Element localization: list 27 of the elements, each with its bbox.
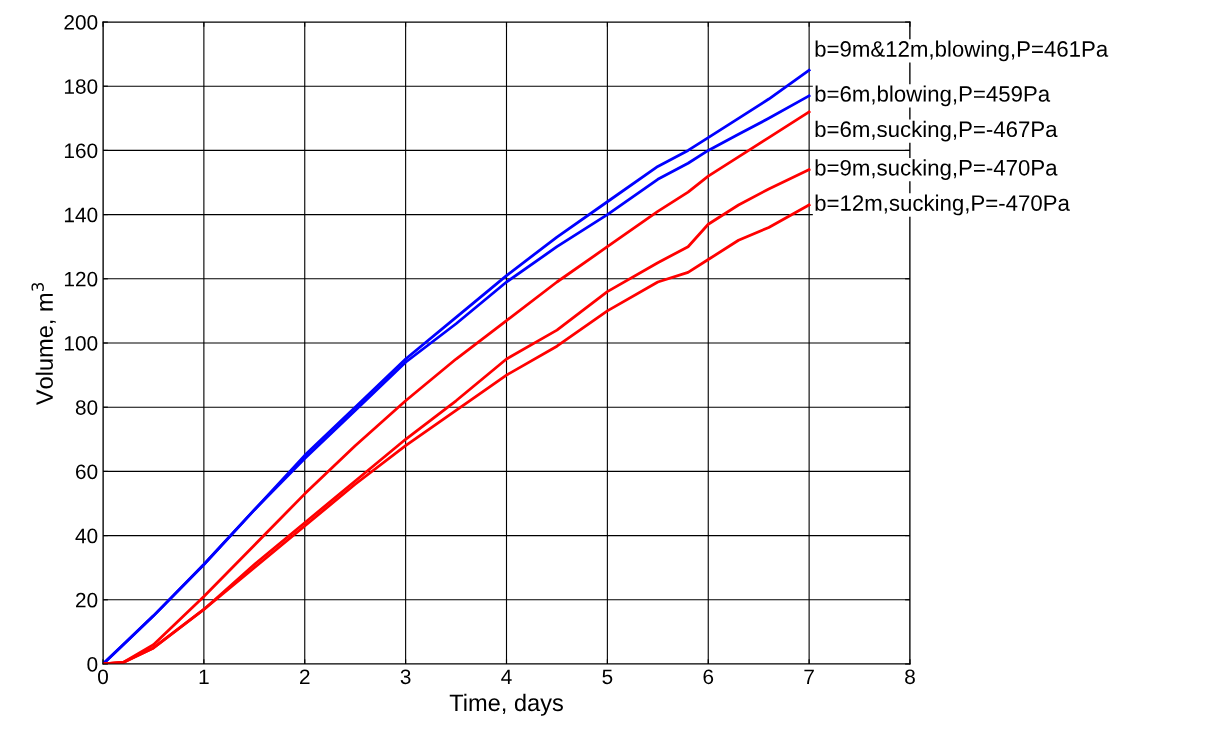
y-tick-label: 80 xyxy=(75,400,98,415)
x-tick-label: 4 xyxy=(501,669,512,684)
y-tick-label: 40 xyxy=(75,528,98,544)
x-tick-label: 7 xyxy=(804,669,814,684)
y-axis-title: Volume, m$^{3}$ xyxy=(31,282,56,406)
x-tick-label: 3 xyxy=(400,669,411,685)
x-tick-label: 1 xyxy=(199,669,209,684)
y-tick-label: 200 xyxy=(64,15,98,30)
x-tick-label: 0 xyxy=(98,669,108,685)
x-tick-label: 5 xyxy=(602,669,613,685)
x-tick-label: 6 xyxy=(703,669,714,685)
y-tick-label: 120 xyxy=(64,271,98,287)
x-tick-label: 2 xyxy=(300,669,310,684)
y-tick-label: 180 xyxy=(64,79,98,94)
y-tick-label: 60 xyxy=(76,464,98,480)
x-axis-title: Time, days xyxy=(449,693,563,716)
x-tick-label: 8 xyxy=(905,669,915,685)
series-label: b=12m,sucking,P=-470Pa xyxy=(815,194,1070,216)
series-label: b=6m,blowing,P=459Pa xyxy=(815,85,1051,107)
y-tick-label: 160 xyxy=(64,143,98,159)
y-tick-label: 20 xyxy=(76,592,98,608)
y-tick-label: 100 xyxy=(64,336,98,351)
y-tick-label: 0 xyxy=(87,657,98,672)
series-label: b=9m&12m,blowing,P=461Pa xyxy=(815,40,1109,62)
series-label: b=9m,sucking,P=-470Pa xyxy=(815,159,1058,181)
series-label: b=6m,sucking,P=-467Pa xyxy=(815,120,1058,142)
y-tick-label: 140 xyxy=(64,207,98,223)
